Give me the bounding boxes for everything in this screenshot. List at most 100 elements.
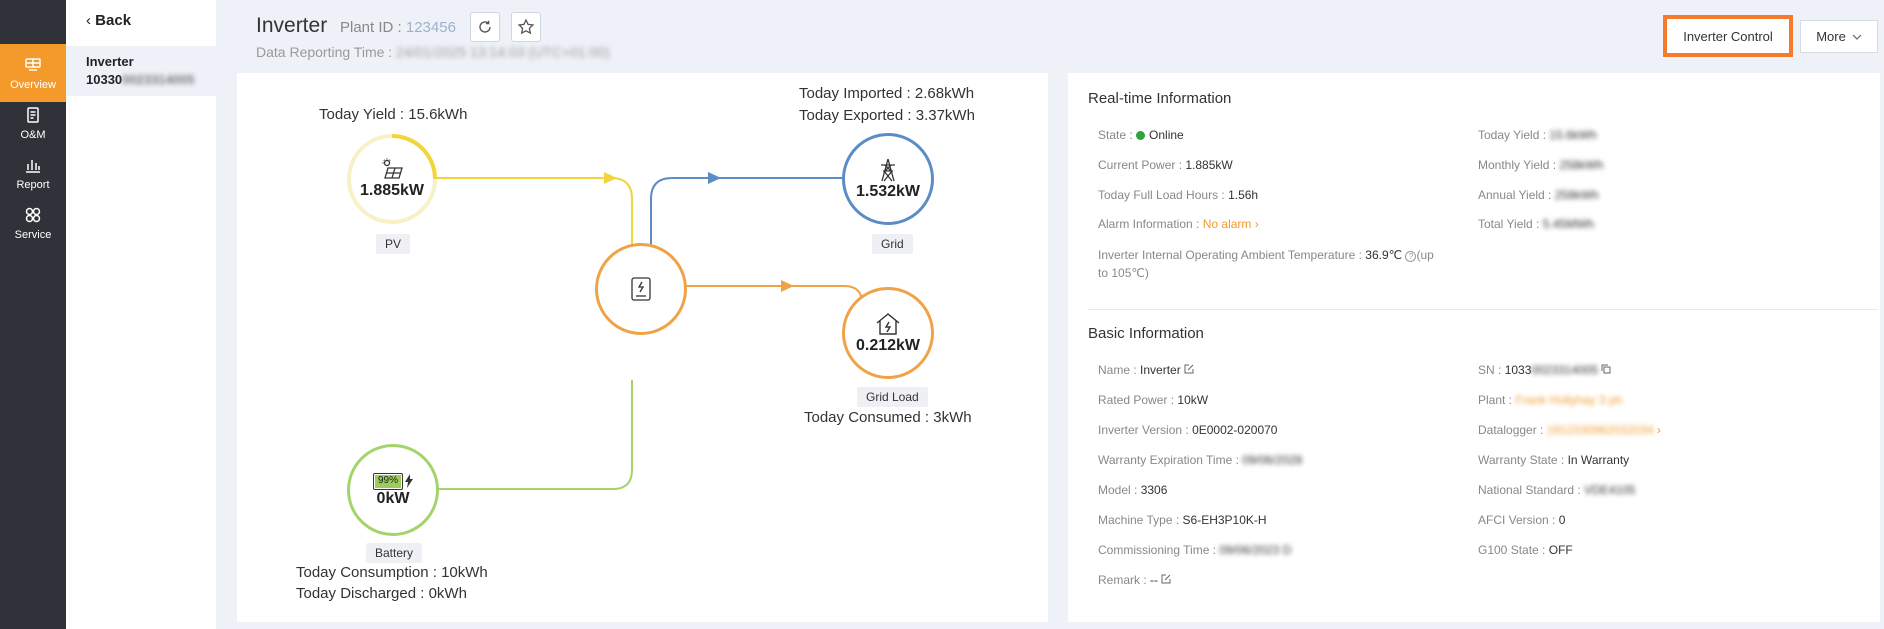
copy-icon[interactable] bbox=[1601, 364, 1611, 374]
inverter-version-value: 0E0002-020070 bbox=[1192, 423, 1278, 437]
device-sidebar: ‹ Back Inverter 103300023314005 bbox=[66, 0, 216, 629]
sn-blurred: 0023314005 bbox=[1531, 363, 1599, 377]
national-standard-label: National Standard : bbox=[1478, 483, 1581, 497]
nav-service-label: Service bbox=[14, 229, 52, 241]
name-row: Name : Inverter bbox=[1098, 363, 1194, 377]
device-entry-name: Inverter bbox=[86, 54, 134, 69]
today-imported-label: Today Imported : 2.68kWh bbox=[799, 85, 975, 102]
annual-yield-value: 258kWh bbox=[1554, 188, 1599, 202]
temperature-value: 36.9℃ bbox=[1365, 248, 1403, 262]
total-yield-row: Total Yield : 5.45MWh bbox=[1478, 217, 1594, 231]
online-status-dot bbox=[1136, 131, 1146, 140]
more-label: More bbox=[1816, 29, 1846, 44]
device-entry-sn-visible: 10330 bbox=[86, 72, 123, 87]
back-label: Back bbox=[95, 12, 132, 29]
solar-panel-icon bbox=[382, 158, 403, 179]
current-power-row: Current Power : 1.885kW bbox=[1098, 158, 1233, 172]
device-entry[interactable]: Inverter 103300023314005 bbox=[66, 46, 216, 96]
grid-node[interactable]: 1.532kW bbox=[842, 133, 934, 225]
nav-om-label: O&M bbox=[20, 129, 46, 141]
name-value: Inverter bbox=[1140, 363, 1181, 377]
info-icon[interactable]: ? bbox=[1405, 251, 1417, 262]
inverter-control-button[interactable]: Inverter Control bbox=[1663, 15, 1793, 57]
realtime-info-title: Real-time Information bbox=[1088, 90, 1232, 107]
grid-label: Grid bbox=[872, 234, 913, 254]
battery-icon: 99% bbox=[373, 472, 413, 490]
full-load-hours-row: Today Full Load Hours : 1.56h bbox=[1098, 188, 1258, 202]
warranty-state-label: Warranty State : bbox=[1478, 453, 1565, 467]
today-yield-row: Today Yield : 15.6kWh bbox=[1478, 128, 1597, 142]
today-yield-label: Today Yield : 15.6kWh bbox=[319, 106, 468, 123]
data-reporting-time: Data Reporting Time : 24/01/2025 13:14:0… bbox=[256, 44, 610, 60]
battery-soc: 99% bbox=[375, 474, 401, 488]
edit-remark-icon[interactable] bbox=[1161, 574, 1171, 584]
inverter-control-label: Inverter Control bbox=[1683, 28, 1773, 44]
nav-report[interactable]: Report bbox=[0, 144, 66, 202]
load-arrow-head bbox=[781, 280, 794, 292]
national-standard-value: VDE4105 bbox=[1584, 483, 1636, 497]
afci-version-row: AFCI Version : 0 bbox=[1478, 513, 1565, 527]
remark-label: Remark : bbox=[1098, 573, 1147, 587]
inverter-version-label: Inverter Version : bbox=[1098, 423, 1189, 437]
favorite-button[interactable] bbox=[511, 12, 541, 42]
grid-load-label: Grid Load bbox=[857, 387, 928, 407]
datalogger-row[interactable]: Datalogger : 1912330962032034 › bbox=[1478, 423, 1661, 437]
nav-service[interactable]: Service bbox=[0, 194, 66, 252]
section-divider bbox=[1088, 309, 1878, 310]
machine-type-label: Machine Type : bbox=[1098, 513, 1180, 527]
nav-overview[interactable]: Overview bbox=[0, 44, 66, 102]
temperature-label: Inverter Internal Operating Ambient Temp… bbox=[1098, 248, 1362, 262]
today-discharged-label: Today Discharged : 0kWh bbox=[296, 585, 467, 602]
temperature-note-2: to 105℃) bbox=[1098, 266, 1149, 280]
battery-level-frame: 99% bbox=[373, 472, 403, 490]
afci-version-value: 0 bbox=[1558, 513, 1566, 527]
rated-power-label: Rated Power : bbox=[1098, 393, 1175, 407]
om-icon bbox=[27, 107, 39, 123]
remark-value: -- bbox=[1150, 573, 1159, 587]
rt-today-yield-value: 15.6kWh bbox=[1549, 128, 1597, 142]
chevron-down-icon bbox=[1852, 34, 1862, 40]
datalogger-value[interactable]: 1912330962032034 bbox=[1546, 423, 1654, 437]
afci-version-label: AFCI Version : bbox=[1478, 513, 1556, 527]
pv-arrow-head bbox=[604, 172, 617, 184]
battery-node[interactable]: 99% 0kW bbox=[347, 444, 439, 536]
power-tower-icon bbox=[881, 158, 895, 182]
pv-progress-ring bbox=[391, 134, 437, 180]
more-button[interactable]: More bbox=[1800, 20, 1878, 53]
nav-om[interactable]: O&M bbox=[0, 94, 66, 152]
alarm-row[interactable]: Alarm Information : No alarm › bbox=[1098, 217, 1259, 231]
grid-load-node[interactable]: 0.212kW bbox=[842, 287, 934, 379]
alarm-value[interactable]: No alarm bbox=[1202, 217, 1252, 231]
page-title: Inverter bbox=[256, 14, 328, 37]
refresh-button[interactable] bbox=[470, 12, 500, 42]
monthly-yield-value: 258kWh bbox=[1559, 158, 1604, 172]
g100-state-row: G100 State : OFF bbox=[1478, 543, 1573, 557]
plant-id-value: 123456 bbox=[405, 19, 456, 36]
back-link[interactable]: ‹ Back bbox=[86, 12, 131, 29]
sn-visible: 1033 bbox=[1504, 363, 1532, 377]
overview-icon bbox=[25, 58, 41, 71]
service-icon bbox=[25, 207, 41, 223]
battery-power: 0kW bbox=[376, 489, 410, 507]
model-label: Model : bbox=[1098, 483, 1138, 497]
commissioning-label: Commissioning Time : bbox=[1098, 543, 1217, 557]
commissioning-row: Commissioning Time : 09/06/2023 D bbox=[1098, 543, 1291, 557]
plant-value[interactable]: Frank Hollyhay 3 ph bbox=[1515, 393, 1623, 407]
chevron-right-icon: › bbox=[1254, 217, 1259, 231]
state-label: State : bbox=[1098, 128, 1133, 142]
g100-state-value: OFF bbox=[1548, 543, 1573, 557]
remark-row: Remark : -- bbox=[1098, 573, 1171, 587]
warranty-expiration-row: Warranty Expiration Time : 09/06/2028 bbox=[1098, 453, 1302, 467]
annual-yield-label: Annual Yield : bbox=[1478, 188, 1552, 202]
inverter-node[interactable] bbox=[595, 243, 687, 335]
plant-id-label: Plant ID : bbox=[340, 19, 402, 36]
charging-bolt-icon bbox=[405, 474, 413, 488]
today-consumption-label: Today Consumption : 10kWh bbox=[296, 564, 488, 581]
plant-row[interactable]: Plant : Frank Hollyhay 3 ph bbox=[1478, 393, 1622, 407]
warranty-expiration-value: 09/06/2028 bbox=[1242, 453, 1303, 467]
pv-node[interactable]: 1.885kW bbox=[347, 134, 437, 224]
machine-type-value: S6-EH3P10K-H bbox=[1182, 513, 1267, 527]
edit-icon[interactable] bbox=[1184, 364, 1194, 374]
info-panel: Real-time Information State : Online Cur… bbox=[1068, 73, 1880, 622]
current-power-value: 1.885kW bbox=[1185, 158, 1233, 172]
